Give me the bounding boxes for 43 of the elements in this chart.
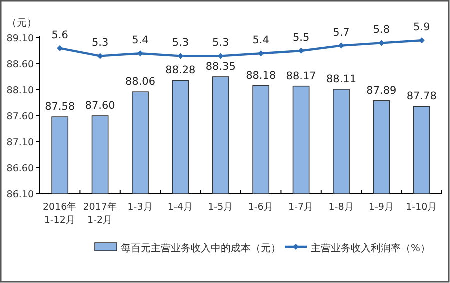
point <box>138 50 144 57</box>
x-tick-label: 1-3月 <box>128 202 154 213</box>
x-tick-label: 1-5月 <box>208 202 234 213</box>
y-tick-label: 86.60 <box>6 164 34 174</box>
data-label: 88.35 <box>206 61 236 73</box>
x-tick-label: 2016年 1-12月 <box>43 201 78 226</box>
data-label: 87.60 <box>85 100 116 112</box>
y-tick-label: 88.60 <box>6 60 34 70</box>
legend-label: 主营业务收入利润率（%） <box>311 242 431 254</box>
data-label: 87.89 <box>366 84 397 97</box>
data-label: 88.17 <box>286 70 316 82</box>
data-label: 87.78 <box>406 90 437 103</box>
y-tick-label: 86.10 <box>6 190 34 200</box>
data-label: 88.11 <box>326 73 357 86</box>
data-label: 5.6 <box>52 29 69 42</box>
x-tick-label: 1-4月 <box>168 202 194 213</box>
data-label: 5.8 <box>373 24 390 36</box>
x-tick-label: 2017年 1-2月 <box>83 201 118 226</box>
point <box>57 45 64 52</box>
y-tick-label: 87.60 <box>6 112 34 122</box>
y-tick-label: 87.10 <box>6 138 34 148</box>
data-label: 5.4 <box>132 34 150 47</box>
x-tick-label: 1-7月 <box>288 202 314 213</box>
y-tick-label: 89.10 <box>6 34 34 44</box>
data-label: 87.58 <box>45 101 76 114</box>
x-tick-label: 1-6月 <box>248 202 274 213</box>
data-label: 5.4 <box>252 34 270 47</box>
data-label: 5.3 <box>212 37 230 50</box>
data-label: 5.3 <box>92 37 109 50</box>
x-tick-label: 1-9月 <box>368 202 394 213</box>
data-label: 5.3 <box>172 37 190 50</box>
point <box>338 42 344 49</box>
x-tick-label: 1-10月 <box>406 202 438 213</box>
data-label: 88.06 <box>125 76 156 88</box>
data-label: 5.5 <box>292 32 310 44</box>
x-tick-label: 1-8月 <box>328 202 354 213</box>
y-tick-label: 88.10 <box>6 86 34 96</box>
data-label: 88.18 <box>246 70 276 82</box>
legend-label: 每百元主营业务收入中的成本（元） <box>121 242 281 254</box>
data-label: 88.28 <box>166 64 196 77</box>
data-label: 5.9 <box>414 22 430 34</box>
y-axis-title: （元） <box>7 18 37 29</box>
data-label: 5.7 <box>333 26 350 39</box>
